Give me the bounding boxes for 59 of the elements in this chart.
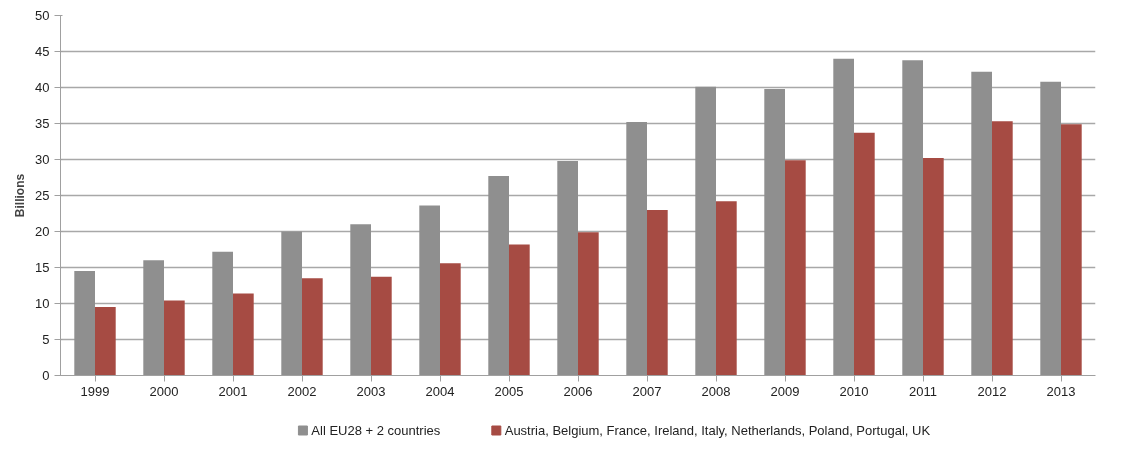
- x-tick-label: 2005: [494, 383, 524, 399]
- bar: [371, 276, 392, 376]
- bar: [350, 224, 371, 376]
- x-tick-label: 1999: [80, 383, 110, 399]
- x-tick-label: 2012: [977, 383, 1007, 399]
- bar: [488, 176, 509, 376]
- y-tick-label: 10: [35, 296, 50, 311]
- bar: [695, 86, 716, 376]
- bar: [557, 160, 578, 376]
- bar: [971, 71, 992, 376]
- bar: [1061, 124, 1082, 376]
- legend-label: Austria, Belgium, France, Ireland, Italy, Netherlands, Poland, Portugal, UK: [504, 423, 931, 438]
- x-tick-label: 2001: [218, 383, 248, 399]
- bar: [764, 88, 785, 376]
- bar: [647, 209, 668, 376]
- x-tick-label: 2006: [563, 383, 593, 399]
- bar: [74, 271, 95, 376]
- bar: [419, 205, 440, 376]
- bar: [785, 160, 806, 376]
- x-tick-label: 2008: [701, 383, 731, 399]
- bar: [164, 300, 185, 376]
- bar: [626, 122, 647, 376]
- bar: [854, 132, 875, 376]
- x-tick-label: 2002: [287, 383, 317, 399]
- bar: [440, 263, 461, 376]
- x-tick-label: 2009: [770, 383, 800, 399]
- bar: [302, 278, 323, 376]
- x-tick-label: 2004: [425, 383, 455, 399]
- legend-label: All EU28 + 2 countries: [311, 423, 441, 438]
- bar: [233, 293, 254, 376]
- y-tick-label: 15: [35, 260, 50, 275]
- x-tick-label: 2007: [632, 383, 662, 399]
- bar: [143, 260, 164, 376]
- y-tick-label: 25: [35, 188, 50, 203]
- bar: [902, 60, 923, 376]
- bar: [281, 231, 302, 376]
- x-tick-label: 2000: [149, 383, 179, 399]
- bar: [1040, 81, 1061, 376]
- bar: [509, 244, 530, 376]
- bar: [578, 232, 599, 376]
- y-tick-label: 50: [35, 8, 50, 23]
- y-tick-label: 0: [42, 368, 50, 383]
- y-tick-label: 20: [35, 224, 50, 239]
- y-tick-label: 40: [35, 80, 50, 95]
- bar: [95, 307, 116, 376]
- bar: [992, 121, 1013, 376]
- x-tick-label: 2010: [839, 383, 869, 399]
- x-tick-label: 2011: [909, 383, 937, 399]
- y-axis-title: Billions: [13, 173, 28, 218]
- x-tick-label: 2003: [356, 383, 386, 399]
- bar: [212, 251, 233, 376]
- y-tick-label: 30: [35, 152, 50, 167]
- y-tick-label: 5: [42, 332, 50, 347]
- bar: [923, 158, 944, 376]
- x-tick-label: 2013: [1046, 383, 1076, 399]
- bar: [716, 201, 737, 376]
- y-tick-label: 45: [35, 44, 50, 59]
- bar: [833, 58, 854, 376]
- y-tick-label: 35: [35, 116, 50, 131]
